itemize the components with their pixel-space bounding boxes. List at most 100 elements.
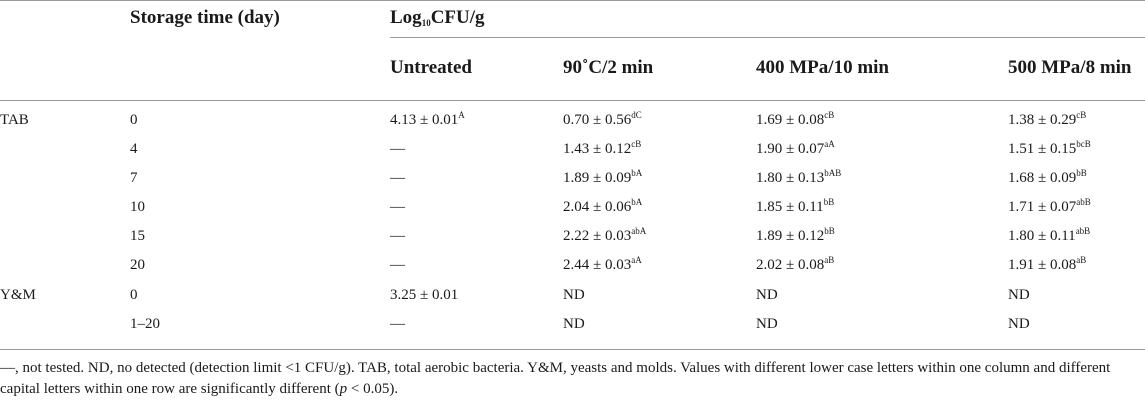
value-cell: — — [390, 170, 405, 187]
table-footnote: —, not tested. ND, no detected (detectio… — [0, 360, 1111, 397]
value-text: 1.89 ± 0.09 — [563, 170, 632, 186]
value-cell: ND — [1008, 287, 1030, 304]
value-text: 1.91 ± 0.08 — [1008, 257, 1077, 273]
significance-letters: dC — [631, 110, 642, 120]
day-label: 10 — [130, 199, 145, 215]
value-text: — — [390, 199, 405, 215]
value-cell: 2.02 ± 0.08aB — [756, 255, 835, 274]
value-text: ND — [563, 287, 585, 303]
treatment-header-untreated: Untreated — [390, 57, 472, 78]
value-cell: 1.80 ± 0.13bAB — [756, 168, 842, 187]
significance-letters: aA — [824, 139, 835, 149]
significance-letters: cB — [631, 139, 642, 149]
value-text: — — [390, 170, 405, 186]
value-cell: 1.68 ± 0.09bB — [1008, 169, 1087, 187]
header-rule — [0, 100, 1145, 101]
significance-letters: bB — [824, 226, 835, 236]
value-text: — — [390, 141, 405, 157]
value-cell: 0.70 ± 0.56dC — [563, 110, 642, 129]
value-text: 1.69 ± 0.08 — [756, 112, 825, 128]
bottom-rule — [0, 349, 1145, 350]
value-cell: 2.04 ± 0.06bA — [563, 197, 643, 216]
value-cell: 1.71 ± 0.07abB — [1008, 197, 1091, 216]
significance-letters: cB — [1076, 110, 1087, 120]
significance-letters: bAB — [824, 168, 842, 178]
value-text: 1.89 ± 0.12 — [756, 228, 825, 244]
day-label: 4 — [130, 141, 138, 157]
storage-time-header: Storage time (day) — [130, 7, 280, 28]
significance-letters: cB — [824, 110, 835, 120]
value-cell: 1.90 ± 0.07aA — [756, 139, 835, 158]
significance-letters: abB — [1075, 226, 1091, 236]
value-text: — — [390, 316, 405, 332]
value-cell: 1.91 ± 0.08aB — [1008, 255, 1087, 274]
value-text: 1.43 ± 0.12 — [563, 141, 632, 157]
value-cell: — — [390, 228, 405, 245]
significance-letters: aB — [1076, 255, 1087, 265]
group-label: Y&M — [0, 287, 36, 303]
value-text: ND — [1008, 316, 1030, 332]
unit-rule — [390, 37, 1145, 38]
value-cell: — — [390, 141, 405, 158]
value-text: 1.90 ± 0.07 — [756, 141, 825, 157]
value-cell: 2.44 ± 0.03aA — [563, 255, 642, 274]
value-text: 2.22 ± 0.03 — [563, 228, 632, 244]
value-cell: 1.51 ± 0.15bcB — [1008, 139, 1091, 158]
value-cell: — — [390, 257, 405, 274]
unit-header: Log10CFU/g — [390, 7, 485, 28]
value-text: 0.70 ± 0.56 — [563, 112, 632, 128]
day-label: 0 — [130, 287, 138, 303]
value-cell: 1.69 ± 0.08cB — [756, 110, 835, 129]
significance-letters: bB — [823, 197, 835, 207]
significance-letters: abB — [1076, 197, 1091, 207]
top-rule — [0, 0, 1145, 1]
value-cell: 2.22 ± 0.03abA — [563, 226, 647, 245]
value-text: 1.80 ± 0.13 — [756, 170, 825, 186]
value-cell: 1.89 ± 0.09bA — [563, 168, 643, 187]
treatment-header-hpp-400: 400 MPa/10 min — [756, 57, 889, 78]
value-cell: 1.43 ± 0.12cB — [563, 139, 642, 158]
value-cell: — — [390, 199, 405, 216]
value-text: 2.02 ± 0.08 — [756, 257, 825, 273]
day-label: 7 — [130, 170, 138, 186]
value-text: 1.68 ± 0.09 — [1008, 170, 1077, 186]
value-text: 1.38 ± 0.29 — [1008, 112, 1077, 128]
value-cell: 1.89 ± 0.12bB — [756, 226, 835, 245]
day-label: 15 — [130, 228, 145, 244]
value-cell: 1.85 ± 0.11bB — [756, 197, 835, 216]
significance-letters: A — [458, 110, 465, 120]
significance-letters: aB — [824, 255, 835, 265]
value-text: 2.04 ± 0.06 — [563, 199, 632, 215]
value-text: 1.51 ± 0.15 — [1008, 141, 1077, 157]
group-label: TAB — [0, 112, 29, 128]
significance-letters: bA — [631, 197, 643, 207]
value-cell: 1.80 ± 0.11abB — [1008, 226, 1091, 245]
value-text: 4.13 ± 0.01 — [390, 112, 459, 128]
value-text: ND — [756, 316, 778, 332]
value-cell: ND — [756, 287, 778, 304]
value-text: — — [390, 228, 405, 244]
value-cell: ND — [563, 287, 585, 304]
value-cell: ND — [563, 316, 585, 333]
value-text: ND — [1008, 287, 1030, 303]
significance-letters: aA — [631, 255, 642, 265]
value-cell: 3.25 ± 0.01 — [390, 287, 458, 304]
value-cell: — — [390, 316, 405, 333]
value-cell: ND — [756, 316, 778, 333]
treatment-header-thermal: 90˚C/2 min — [563, 57, 654, 78]
day-label: 0 — [130, 112, 138, 128]
treatment-header-hpp-500: 500 MPa/8 min — [1008, 57, 1132, 78]
significance-letters: bcB — [1076, 139, 1091, 149]
value-text: 1.80 ± 0.11 — [1008, 228, 1076, 244]
value-text: 2.44 ± 0.03 — [563, 257, 632, 273]
significance-letters: abA — [631, 226, 647, 236]
value-cell: 4.13 ± 0.01A — [390, 110, 465, 129]
value-text: ND — [756, 287, 778, 303]
day-label: 20 — [130, 257, 145, 273]
significance-letters: bA — [631, 168, 643, 178]
value-text: — — [390, 257, 405, 273]
value-cell: ND — [1008, 316, 1030, 333]
value-cell: 1.38 ± 0.29cB — [1008, 110, 1087, 129]
value-text: 1.71 ± 0.07 — [1008, 199, 1077, 215]
day-label: 1–20 — [130, 316, 160, 332]
